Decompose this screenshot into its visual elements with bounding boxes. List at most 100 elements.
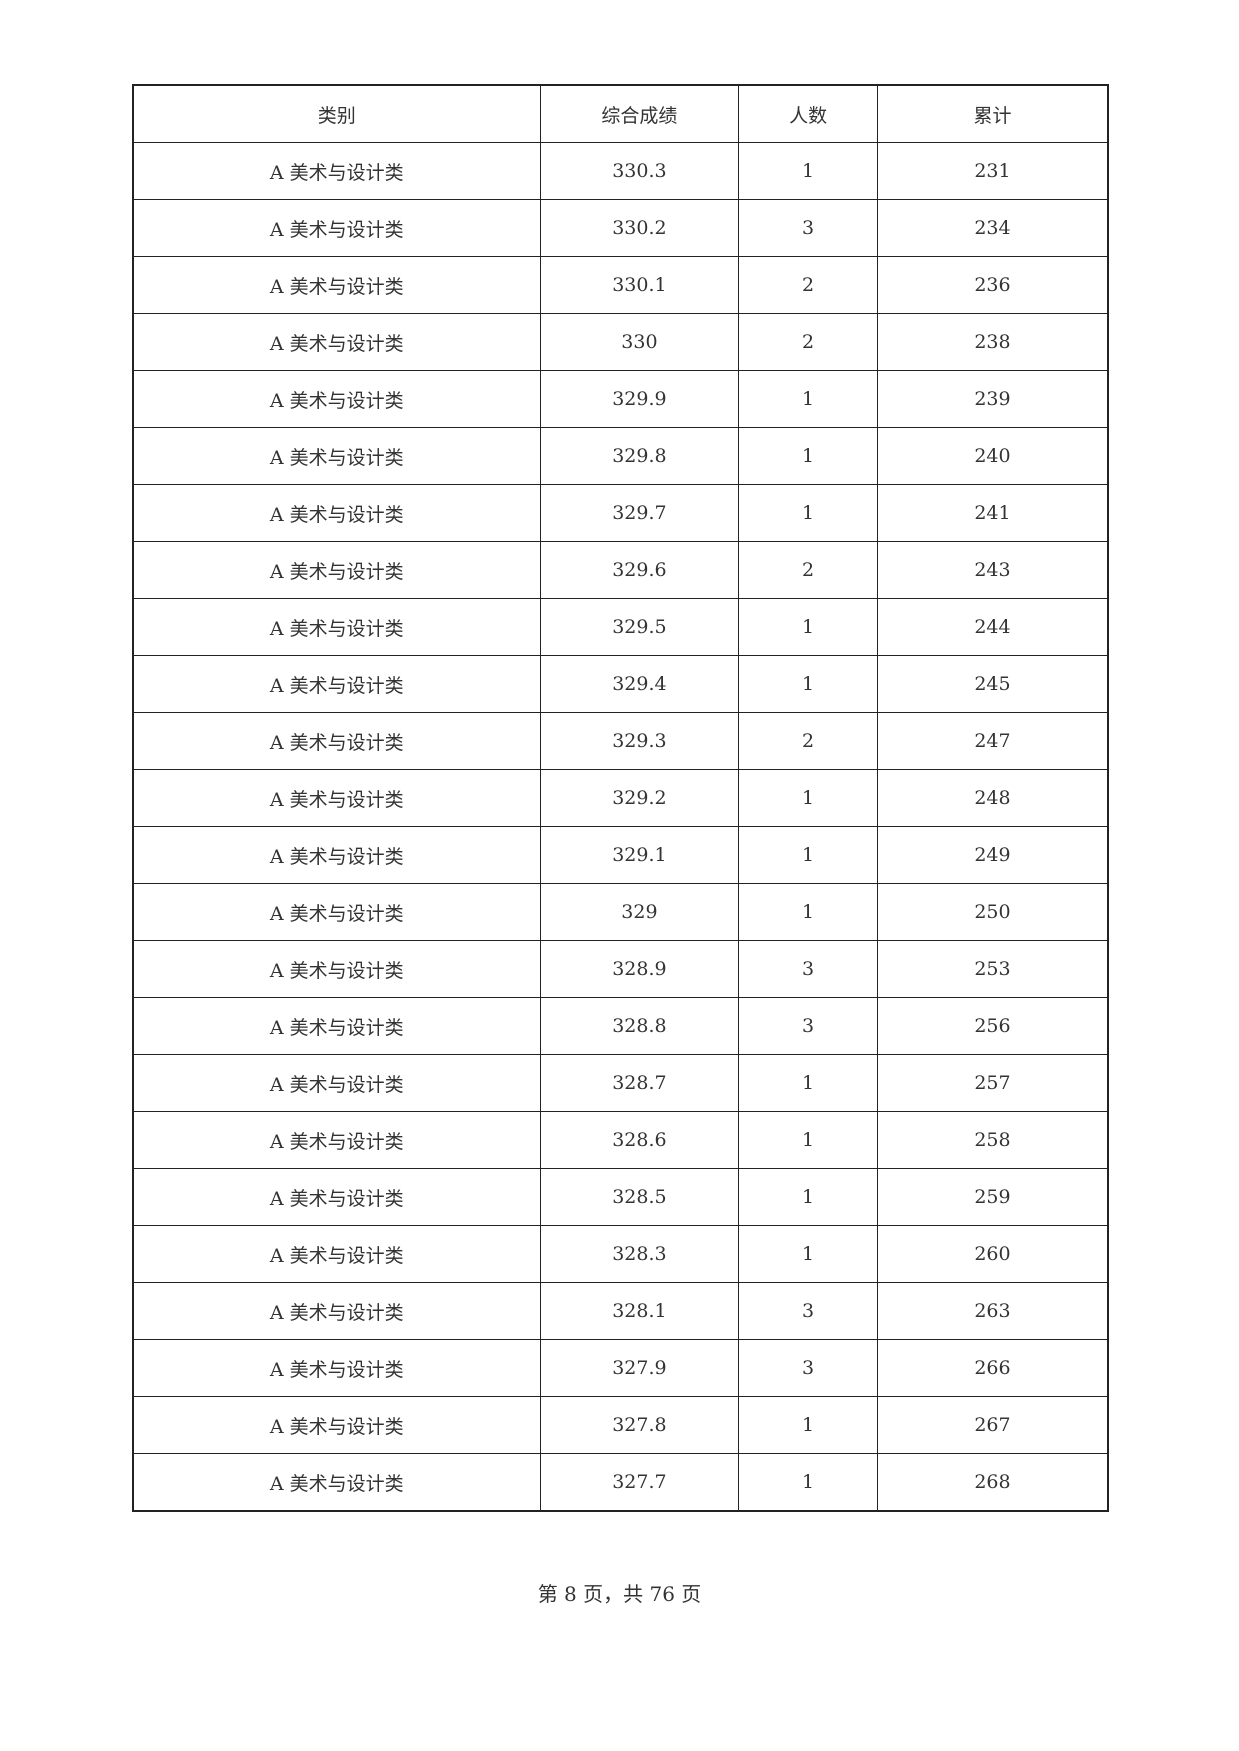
- table-row: A 美术与设计类 330 2 238: [132, 313, 1109, 371]
- cell-score: 327.9: [539, 1339, 740, 1397]
- cell-score: 329.2: [539, 769, 740, 827]
- cell-score: 327.7: [539, 1453, 740, 1512]
- cell-category: A 美术与设计类: [132, 826, 541, 884]
- cell-category: A 美术与设计类: [132, 997, 541, 1055]
- cell-category: A 美术与设计类: [132, 712, 541, 770]
- cell-score: 330.1: [539, 256, 740, 314]
- table-row: A 美术与设计类 329.5 1 244: [132, 598, 1109, 656]
- cell-category: A 美术与设计类: [132, 142, 541, 200]
- cell-score: 328.3: [539, 1225, 740, 1283]
- cell-cumulative: 268: [876, 1453, 1109, 1512]
- cell-count: 2: [738, 313, 878, 371]
- cell-count: 3: [738, 997, 878, 1055]
- cell-score: 329.4: [539, 655, 740, 713]
- cell-cumulative: 253: [876, 940, 1109, 998]
- cell-category: A 美术与设计类: [132, 1396, 541, 1454]
- cell-category: A 美术与设计类: [132, 370, 541, 428]
- table-row: A 美术与设计类 328.7 1 257: [132, 1054, 1109, 1112]
- cell-cumulative: 259: [876, 1168, 1109, 1226]
- cell-category: A 美术与设计类: [132, 1168, 541, 1226]
- page-number: 第 8 页，共 76 页: [537, 1582, 702, 1606]
- cell-category: A 美术与设计类: [132, 199, 541, 257]
- table-row: A 美术与设计类 328.1 3 263: [132, 1282, 1109, 1340]
- cell-cumulative: 256: [876, 997, 1109, 1055]
- table-row: A 美术与设计类 329.6 2 243: [132, 541, 1109, 599]
- cell-count: 2: [738, 712, 878, 770]
- cell-count: 2: [738, 256, 878, 314]
- cell-score: 330.3: [539, 142, 740, 200]
- table-row: A 美术与设计类 329.2 1 248: [132, 769, 1109, 827]
- header-cumulative: 累计: [876, 84, 1109, 143]
- table-row: A 美术与设计类 328.3 1 260: [132, 1225, 1109, 1283]
- cell-count: 1: [738, 1111, 878, 1169]
- cell-cumulative: 240: [876, 427, 1109, 485]
- cell-cumulative: 250: [876, 883, 1109, 941]
- cell-category: A 美术与设计类: [132, 427, 541, 485]
- table-row: A 美术与设计类 327.7 1 268: [132, 1453, 1109, 1512]
- cell-count: 1: [738, 826, 878, 884]
- cell-score: 328.7: [539, 1054, 740, 1112]
- table-row: A 美术与设计类 328.9 3 253: [132, 940, 1109, 998]
- table-row: A 美术与设计类 329 1 250: [132, 883, 1109, 941]
- table-row: A 美术与设计类 329.1 1 249: [132, 826, 1109, 884]
- cell-count: 3: [738, 199, 878, 257]
- table-row: A 美术与设计类 328.5 1 259: [132, 1168, 1109, 1226]
- cell-score: 330.2: [539, 199, 740, 257]
- cell-cumulative: 238: [876, 313, 1109, 371]
- cell-category: A 美术与设计类: [132, 256, 541, 314]
- cell-score: 327.8: [539, 1396, 740, 1454]
- table-row: A 美术与设计类 330.3 1 231: [132, 142, 1109, 200]
- cell-score: 329.6: [539, 541, 740, 599]
- cell-cumulative: 243: [876, 541, 1109, 599]
- header-score: 综合成绩: [539, 84, 740, 143]
- cell-count: 3: [738, 1282, 878, 1340]
- cell-score: 329.8: [539, 427, 740, 485]
- cell-cumulative: 263: [876, 1282, 1109, 1340]
- header-count: 人数: [738, 84, 878, 143]
- cell-score: 328.9: [539, 940, 740, 998]
- table-row: A 美术与设计类 329.7 1 241: [132, 484, 1109, 542]
- cell-cumulative: 245: [876, 655, 1109, 713]
- cell-count: 1: [738, 655, 878, 713]
- table-row: A 美术与设计类 327.8 1 267: [132, 1396, 1109, 1454]
- cell-category: A 美术与设计类: [132, 598, 541, 656]
- cell-count: 3: [738, 940, 878, 998]
- cell-count: 1: [738, 427, 878, 485]
- cell-cumulative: 241: [876, 484, 1109, 542]
- cell-count: 2: [738, 541, 878, 599]
- cell-cumulative: 247: [876, 712, 1109, 770]
- cell-count: 3: [738, 1339, 878, 1397]
- cell-count: 1: [738, 484, 878, 542]
- cell-category: A 美术与设计类: [132, 1453, 541, 1512]
- table-row: A 美术与设计类 327.9 3 266: [132, 1339, 1109, 1397]
- cell-cumulative: 244: [876, 598, 1109, 656]
- cell-count: 1: [738, 370, 878, 428]
- table-row: A 美术与设计类 329.3 2 247: [132, 712, 1109, 770]
- cell-cumulative: 267: [876, 1396, 1109, 1454]
- cell-category: A 美术与设计类: [132, 1339, 541, 1397]
- cell-category: A 美术与设计类: [132, 541, 541, 599]
- cell-count: 1: [738, 1168, 878, 1226]
- cell-cumulative: 231: [876, 142, 1109, 200]
- table-row: A 美术与设计类 330.1 2 236: [132, 256, 1109, 314]
- cell-score: 329.3: [539, 712, 740, 770]
- cell-category: A 美术与设计类: [132, 313, 541, 371]
- cell-category: A 美术与设计类: [132, 883, 541, 941]
- cell-category: A 美术与设计类: [132, 1054, 541, 1112]
- table-row: A 美术与设计类 329.9 1 239: [132, 370, 1109, 428]
- table-row: A 美术与设计类 328.8 3 256: [132, 997, 1109, 1055]
- cell-category: A 美术与设计类: [132, 1111, 541, 1169]
- cell-cumulative: 260: [876, 1225, 1109, 1283]
- cell-cumulative: 236: [876, 256, 1109, 314]
- cell-category: A 美术与设计类: [132, 940, 541, 998]
- cell-category: A 美术与设计类: [132, 1282, 541, 1340]
- cell-cumulative: 266: [876, 1339, 1109, 1397]
- cell-category: A 美术与设计类: [132, 484, 541, 542]
- cell-score: 329.7: [539, 484, 740, 542]
- cell-count: 1: [738, 1225, 878, 1283]
- cell-count: 1: [738, 1453, 878, 1512]
- cell-count: 1: [738, 598, 878, 656]
- cell-category: A 美术与设计类: [132, 769, 541, 827]
- cell-cumulative: 249: [876, 826, 1109, 884]
- cell-count: 1: [738, 1054, 878, 1112]
